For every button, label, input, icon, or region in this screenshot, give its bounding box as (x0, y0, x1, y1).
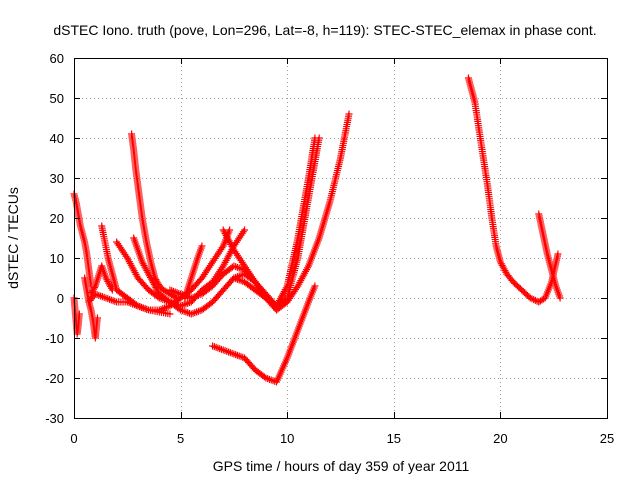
data-point (153, 285, 161, 293)
x-tick-label: 5 (177, 431, 184, 446)
y-tick-label: 60 (50, 51, 64, 66)
data-point (554, 250, 562, 258)
y-tick-labels: -30 -20 -10 0 10 20 30 40 50 60 (45, 51, 64, 426)
data-point (530, 296, 538, 304)
y-tick-label: 10 (50, 251, 64, 266)
axis-ticks (74, 58, 608, 419)
data-point (198, 242, 206, 250)
x-tick-label: 0 (70, 431, 77, 446)
data-point (311, 282, 319, 290)
data-point (88, 288, 96, 296)
x-tick-labels: 0 5 10 15 20 25 (70, 431, 614, 446)
data-point (75, 310, 83, 318)
x-tick-label: 15 (387, 431, 401, 446)
series-arc-12 (209, 282, 319, 386)
data-point (556, 294, 564, 302)
data-point (90, 285, 98, 293)
data-point (315, 134, 323, 142)
x-tick-label: 20 (493, 431, 507, 446)
y-tick-label: -20 (45, 371, 64, 386)
data-point (152, 284, 160, 292)
series-arc-15 (273, 110, 353, 314)
y-axis-label: dSTEC / TECUs (5, 187, 21, 289)
y-tick-label: -30 (45, 411, 64, 426)
series-layer (70, 74, 564, 386)
series-arc-6 (98, 222, 234, 314)
data-point (226, 226, 234, 234)
data-point (151, 282, 159, 290)
data-point (90, 284, 98, 292)
x-axis-label: GPS time / hours of day 359 of year 2011 (213, 458, 470, 474)
data-point (89, 287, 97, 295)
data-point (241, 226, 249, 234)
chart-title: dSTEC Iono. truth (pove, Lon=296, Lat=-8… (53, 22, 596, 38)
data-point (526, 294, 534, 302)
data-point (166, 310, 174, 318)
series-arc-3 (81, 274, 101, 342)
data-point (528, 295, 536, 303)
series-arc-11 (181, 242, 206, 302)
plot-frame (74, 58, 608, 419)
series-arc-5 (87, 262, 116, 298)
y-tick-label: 20 (50, 211, 64, 226)
data-point (154, 287, 162, 295)
data-point (93, 314, 101, 322)
data-point (87, 290, 95, 298)
series-arc-17 (535, 210, 564, 302)
y-tick-label: 50 (50, 91, 64, 106)
y-tick-label: 40 (50, 131, 64, 146)
y-tick-label: -10 (45, 331, 64, 346)
series-arc-8 (128, 130, 185, 302)
y-tick-label: 0 (57, 291, 64, 306)
x-tick-label: 25 (600, 431, 614, 446)
y-tick-label: 30 (50, 171, 64, 186)
data-point (345, 110, 353, 118)
x-tick-label: 10 (280, 431, 294, 446)
